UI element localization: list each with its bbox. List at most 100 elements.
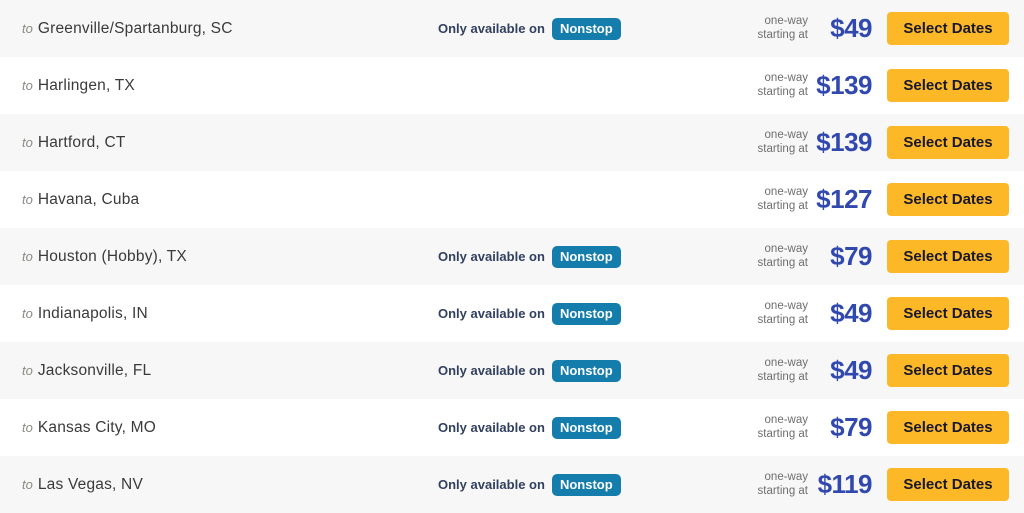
- destination-row: to Harlingen, TX one-way starting at $139 …: [0, 57, 1024, 114]
- fare-cell: one-way starting at $49 Select Dates: [634, 12, 1024, 45]
- fare-note: one-way starting at: [758, 129, 809, 156]
- destination-cell: to Harlingen, TX: [0, 77, 438, 95]
- fare-note: one-way starting at: [758, 471, 809, 498]
- fare-note-line2: starting at: [757, 199, 809, 212]
- fare-note-line2: starting at: [757, 370, 809, 383]
- select-dates-button[interactable]: Select Dates: [887, 411, 1009, 444]
- fare-cell: one-way starting at $139 Select Dates: [634, 69, 1024, 102]
- only-available-on-label: Only available on: [438, 420, 545, 435]
- select-dates-button[interactable]: Select Dates: [887, 126, 1009, 159]
- destination-name: Havana, Cuba: [37, 190, 140, 208]
- to-label: to: [22, 362, 33, 378]
- destination-cell: to Las Vegas, NV: [0, 476, 438, 494]
- starting-price: $127: [816, 184, 872, 214]
- select-dates-button[interactable]: Select Dates: [887, 183, 1009, 216]
- destination-name: Indianapolis, IN: [37, 304, 148, 322]
- fare-note-line1: one-way: [764, 71, 808, 84]
- only-available-on-label: Only available on: [438, 21, 545, 36]
- select-dates-button[interactable]: Select Dates: [887, 240, 1009, 273]
- destination-name: Harlingen, TX: [37, 76, 135, 94]
- destination-row: to Kansas City, MO Only available on Nons…: [0, 399, 1024, 456]
- to-label: to: [22, 134, 33, 150]
- destination-cell: to Hartford, CT: [0, 134, 438, 152]
- fare-note-line1: one-way: [764, 299, 808, 312]
- select-dates-button[interactable]: Select Dates: [887, 468, 1009, 501]
- fare-note-line1: one-way: [764, 128, 808, 141]
- destination-row: to Hartford, CT one-way starting at $139 S…: [0, 114, 1024, 171]
- only-available-on-label: Only available on: [438, 306, 545, 321]
- fare-note-line2: starting at: [757, 313, 809, 326]
- fare-cell: one-way starting at $127 Select Dates: [634, 183, 1024, 216]
- fare-note: one-way starting at: [758, 72, 809, 99]
- nonstop-badge: Nonstop: [551, 245, 621, 268]
- fare-note-line2: starting at: [757, 142, 809, 155]
- starting-price: $49: [830, 298, 872, 328]
- to-label: to: [22, 419, 33, 435]
- fare-cell: one-way starting at $49 Select Dates: [634, 354, 1024, 387]
- destination-cell: to Havana, Cuba: [0, 191, 438, 209]
- availability-cell: Only available on Nonstop: [438, 416, 634, 439]
- to-label: to: [22, 20, 33, 36]
- fare-cell: one-way starting at $79 Select Dates: [634, 240, 1024, 273]
- destination-row: to Indianapolis, IN Only available on Non…: [0, 285, 1024, 342]
- destination-name: Hartford, CT: [37, 133, 126, 151]
- fare-note-line2: starting at: [757, 85, 809, 98]
- fare-note-line1: one-way: [764, 413, 808, 426]
- destination-cell: to Jacksonville, FL: [0, 362, 438, 380]
- destination-row: to Las Vegas, NV Only available on Nonsto…: [0, 456, 1024, 513]
- destination-name: Kansas City, MO: [37, 418, 156, 436]
- starting-price: $139: [816, 70, 872, 100]
- fare-note-line2: starting at: [757, 28, 809, 41]
- fare-note-line1: one-way: [764, 470, 808, 483]
- destination-name: Greenville/Spartanburg, SC: [37, 19, 233, 37]
- fare-note: one-way starting at: [758, 186, 809, 213]
- fare-note: one-way starting at: [758, 15, 809, 42]
- fare-note: one-way starting at: [758, 414, 809, 441]
- destination-row: to Havana, Cuba one-way starting at $127 S…: [0, 171, 1024, 228]
- fare-note-line1: one-way: [764, 14, 808, 27]
- destination-cell: to Houston (Hobby), TX: [0, 248, 438, 266]
- starting-price: $49: [830, 355, 872, 385]
- select-dates-button[interactable]: Select Dates: [887, 297, 1009, 330]
- fare-note-line2: starting at: [757, 427, 809, 440]
- nonstop-badge: Nonstop: [551, 359, 621, 382]
- select-dates-button[interactable]: Select Dates: [887, 12, 1009, 45]
- fare-cell: one-way starting at $119 Select Dates: [634, 468, 1024, 501]
- to-label: to: [22, 191, 33, 207]
- only-available-on-label: Only available on: [438, 363, 545, 378]
- destination-cell: to Kansas City, MO: [0, 419, 438, 437]
- fare-note-line2: starting at: [757, 256, 809, 269]
- fare-note: one-way starting at: [758, 300, 809, 327]
- destination-row: to Greenville/Spartanburg, SC Only availa…: [0, 0, 1024, 57]
- nonstop-badge: Nonstop: [551, 17, 621, 40]
- availability-cell: Only available on Nonstop: [438, 302, 634, 325]
- to-label: to: [22, 305, 33, 321]
- destination-cell: to Indianapolis, IN: [0, 305, 438, 323]
- nonstop-badge: Nonstop: [551, 473, 621, 496]
- fare-cell: one-way starting at $139 Select Dates: [634, 126, 1024, 159]
- fare-cell: one-way starting at $79 Select Dates: [634, 411, 1024, 444]
- availability-cell: Only available on Nonstop: [438, 245, 634, 268]
- starting-price: $49: [830, 13, 872, 43]
- nonstop-badge: Nonstop: [551, 302, 621, 325]
- fare-note: one-way starting at: [758, 357, 809, 384]
- only-available-on-label: Only available on: [438, 249, 545, 264]
- starting-price: $79: [830, 241, 872, 271]
- select-dates-button[interactable]: Select Dates: [887, 69, 1009, 102]
- destination-name: Houston (Hobby), TX: [37, 247, 187, 265]
- fare-note-line2: starting at: [757, 484, 809, 497]
- availability-cell: Only available on Nonstop: [438, 473, 634, 496]
- to-label: to: [22, 77, 33, 93]
- to-label: to: [22, 248, 33, 264]
- to-label: to: [22, 476, 33, 492]
- destination-name: Las Vegas, NV: [37, 475, 143, 493]
- select-dates-button[interactable]: Select Dates: [887, 354, 1009, 387]
- availability-cell: Only available on Nonstop: [438, 17, 634, 40]
- destination-name: Jacksonville, FL: [37, 361, 152, 379]
- starting-price: $119: [817, 469, 873, 499]
- fare-note-line1: one-way: [764, 185, 808, 198]
- availability-cell: Only available on Nonstop: [438, 359, 634, 382]
- nonstop-badge: Nonstop: [551, 416, 621, 439]
- fare-note-line1: one-way: [764, 356, 808, 369]
